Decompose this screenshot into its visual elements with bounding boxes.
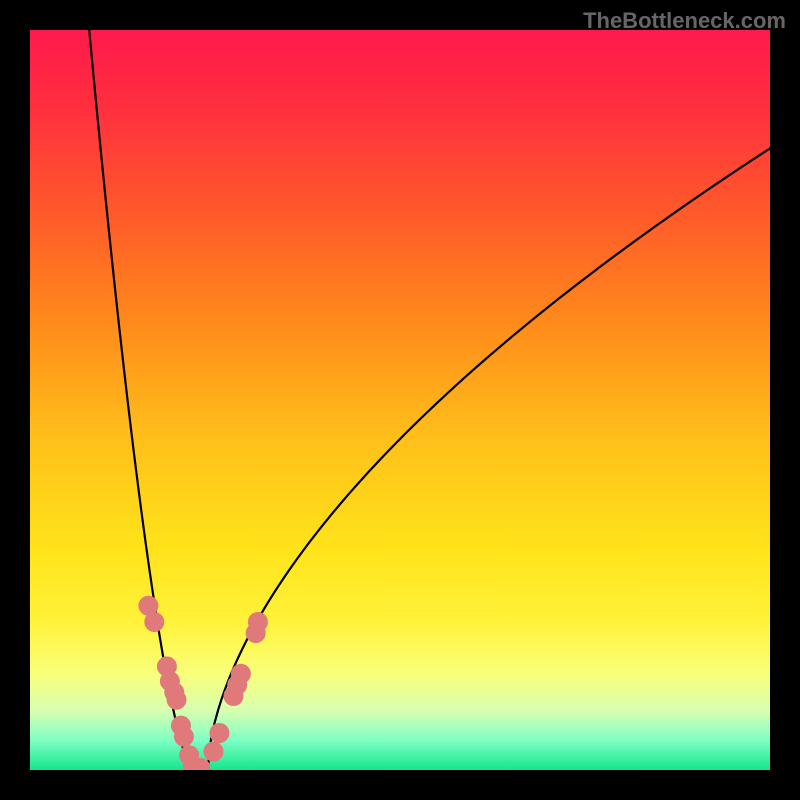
data-marker xyxy=(231,664,251,684)
data-marker xyxy=(144,612,164,632)
data-marker xyxy=(204,742,224,762)
chart-background xyxy=(30,30,770,770)
data-marker xyxy=(174,727,194,747)
bottleneck-chart xyxy=(0,0,800,800)
watermark-text: TheBottleneck.com xyxy=(583,8,786,34)
data-marker xyxy=(209,723,229,743)
data-marker xyxy=(167,690,187,710)
data-marker xyxy=(248,612,268,632)
